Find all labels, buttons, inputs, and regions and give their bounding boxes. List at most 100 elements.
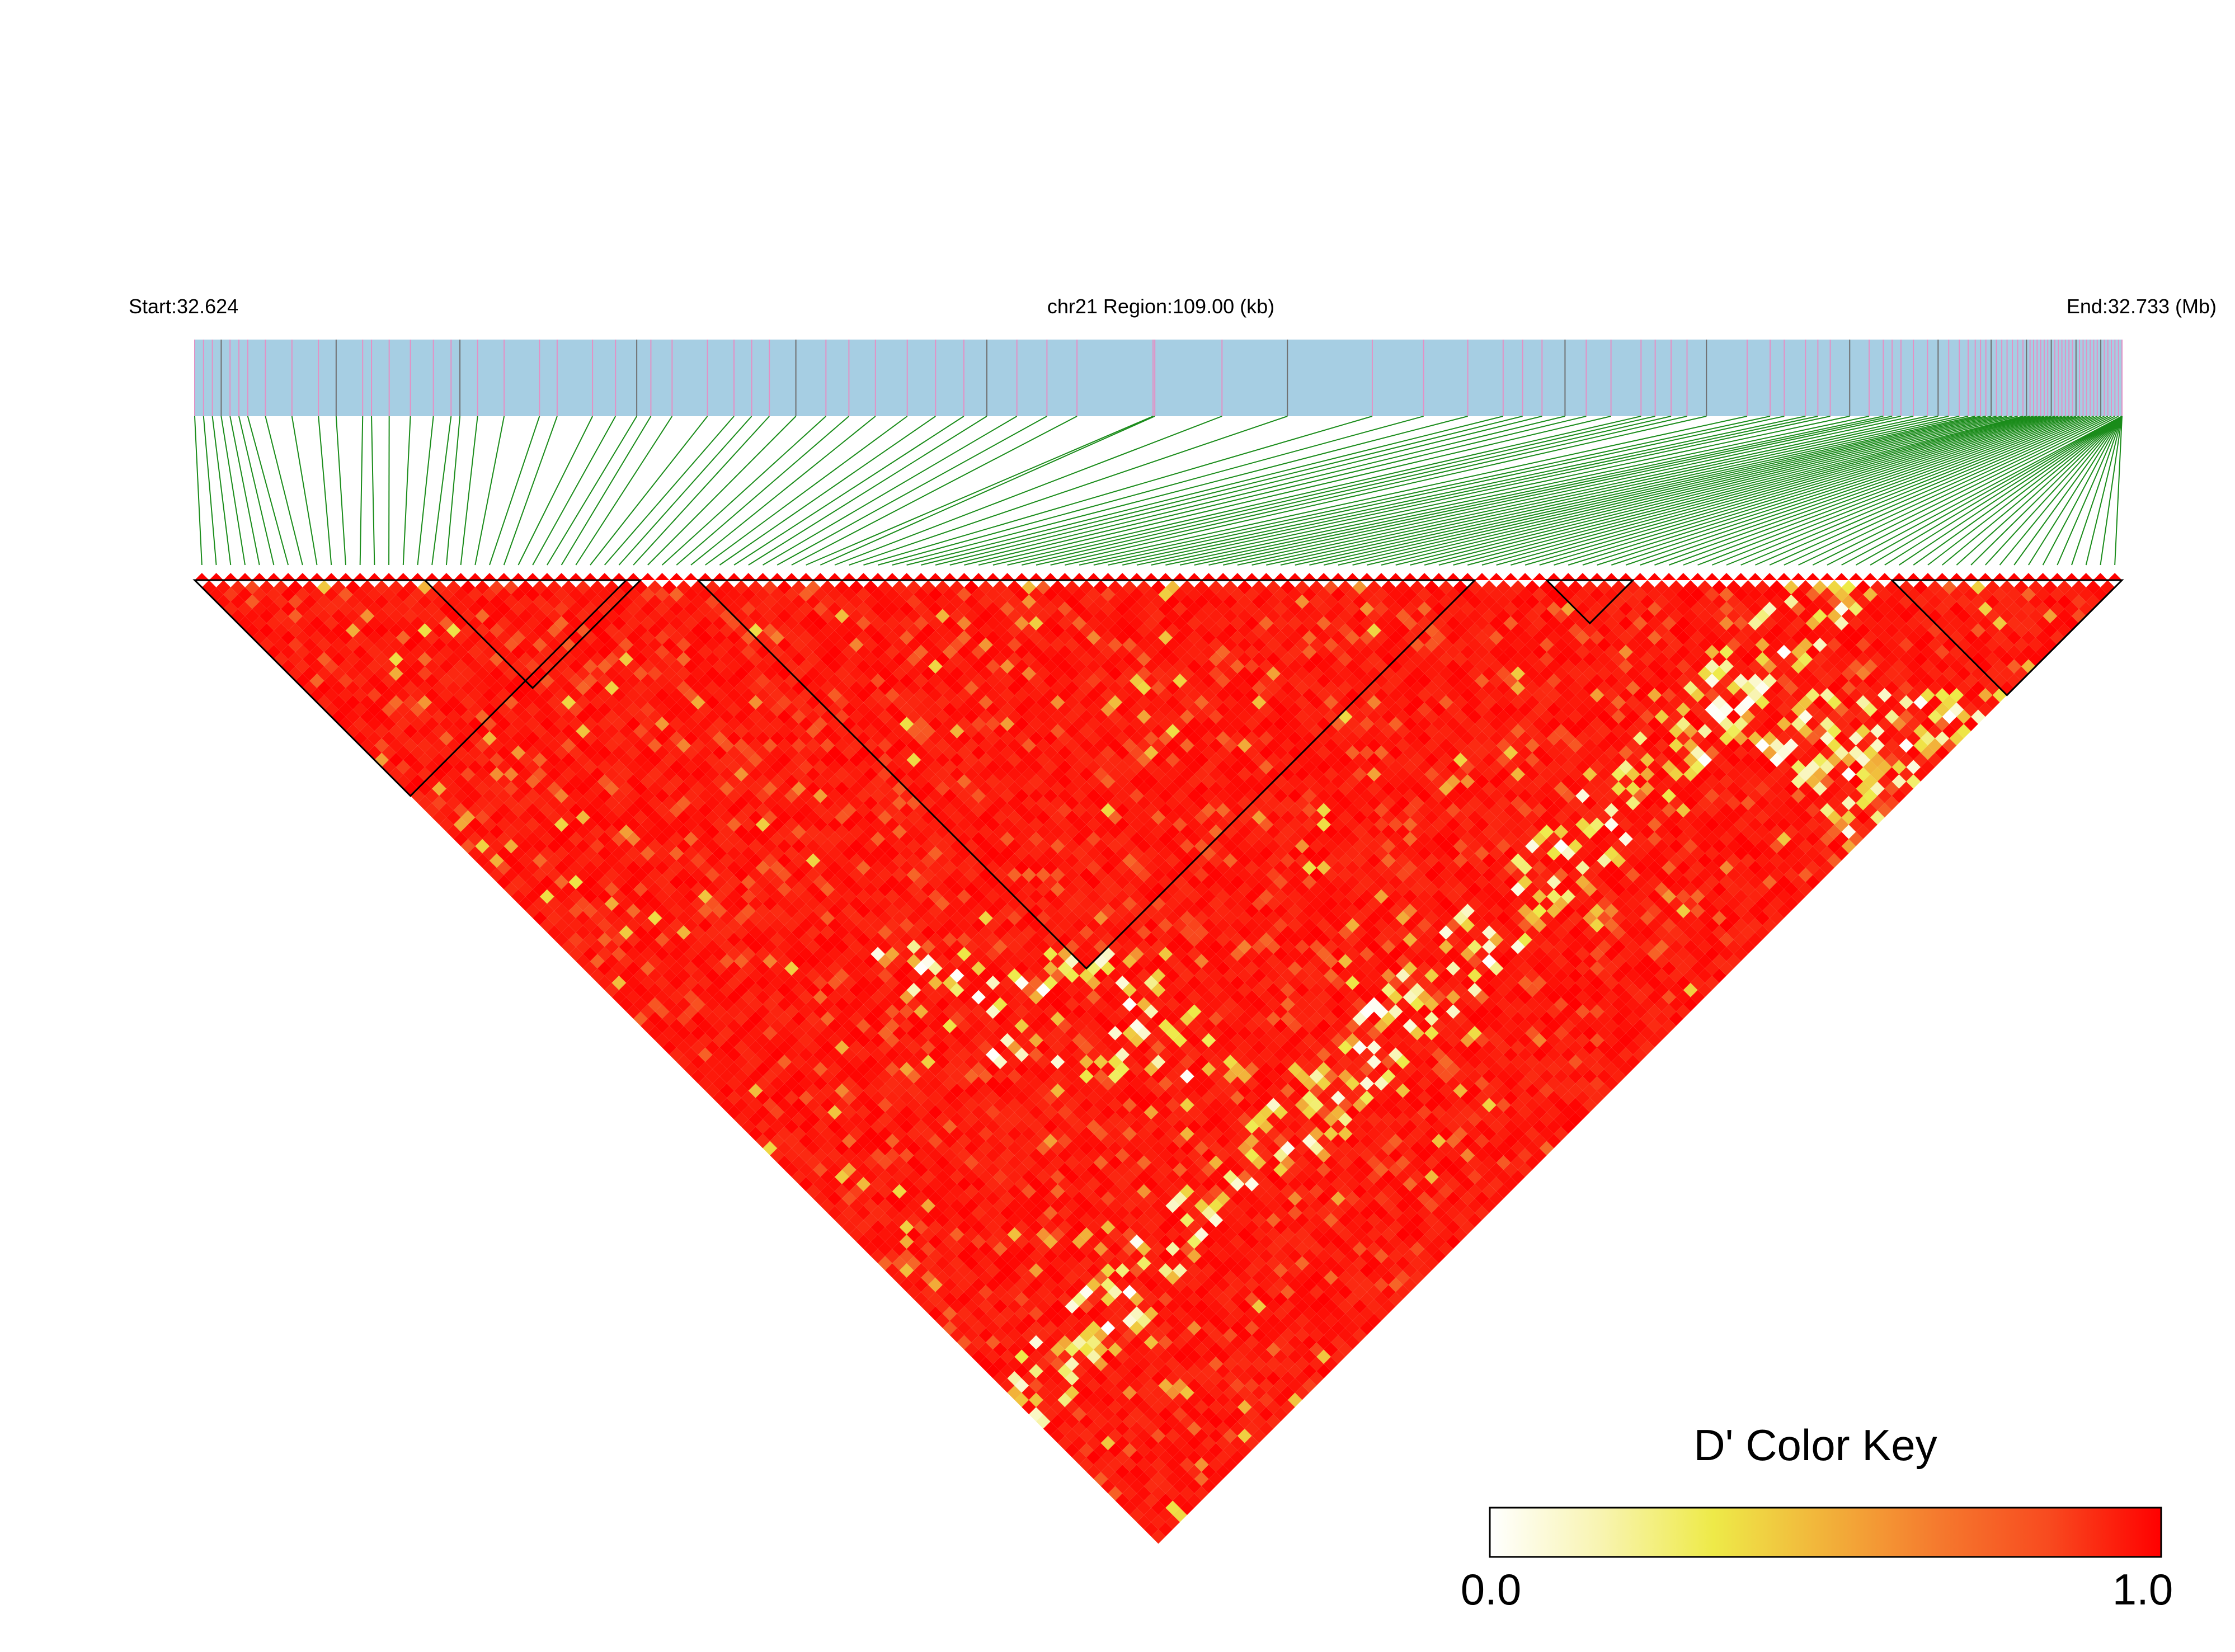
snp-connector <box>1496 416 2038 566</box>
ld-cell <box>755 1090 770 1105</box>
snp-connector <box>1640 416 2073 566</box>
ld-cell <box>533 825 547 839</box>
ld-cell <box>317 594 332 609</box>
ld-cell <box>878 1155 892 1170</box>
ld-cell <box>813 1133 828 1149</box>
ld-cell <box>533 882 547 897</box>
snp-connector <box>247 416 289 566</box>
snp-connector <box>705 416 908 566</box>
ld-cell <box>878 1198 892 1213</box>
ld-cell <box>288 609 303 624</box>
ld-cell <box>576 954 590 969</box>
snp-connector <box>834 416 1222 566</box>
snp-connector <box>1625 416 2069 566</box>
ld-cell <box>382 731 396 746</box>
ld-cell <box>238 587 252 602</box>
snp-connector <box>1266 416 1949 566</box>
snp-connector <box>1999 416 2123 566</box>
ld-cell <box>382 702 396 717</box>
snp-connector <box>1970 416 2123 566</box>
snp-connector <box>1927 416 2123 566</box>
snp-connector <box>1136 416 1831 566</box>
snp-connector <box>647 416 797 566</box>
snp-connector <box>1611 416 2066 566</box>
snp-connector <box>935 416 1542 566</box>
ld-cell <box>496 774 511 789</box>
ld-heatmap <box>192 573 2124 1544</box>
ld-cell <box>1115 1421 1130 1436</box>
ld-cell <box>439 788 454 803</box>
snp-connector <box>633 416 770 566</box>
ld-cell <box>813 1176 828 1192</box>
ld-cell <box>698 1076 713 1091</box>
snp-connector <box>1668 416 2080 566</box>
ld-cell <box>410 760 425 775</box>
snp-connector <box>748 416 987 566</box>
snp-connector <box>2057 416 2123 566</box>
ld-cell <box>1115 1479 1130 1494</box>
snp-connector <box>1798 416 2112 566</box>
ld-cell <box>352 674 368 688</box>
ld-cell <box>410 702 425 717</box>
snp-connector <box>1194 416 1893 566</box>
ld-cell <box>533 911 547 926</box>
snp-connector <box>1683 416 2083 566</box>
ld-cell <box>468 760 483 775</box>
ld-cell <box>878 1170 892 1184</box>
snp-connector <box>561 416 652 566</box>
snp-connector <box>1395 416 2007 566</box>
ld-cell <box>468 846 483 861</box>
snp-connector <box>1438 416 2024 566</box>
snp-connector <box>2114 416 2123 566</box>
snp-connector <box>1568 416 2055 566</box>
ld-cell <box>468 745 483 760</box>
snp-connector <box>220 416 246 566</box>
ld-cell <box>1115 1465 1130 1479</box>
ld-cell <box>698 1033 713 1048</box>
ld-cell <box>352 630 368 645</box>
ld-cell <box>382 688 396 703</box>
snp-connector <box>1755 416 2101 566</box>
snp-connector <box>978 416 1611 566</box>
ld-cell <box>317 637 332 652</box>
ld-cell <box>698 1062 713 1076</box>
snp-connector <box>1554 416 2052 566</box>
region-title-label: chr21 Region:109.00 (kb) <box>1047 295 1274 318</box>
ld-cell <box>698 1047 713 1062</box>
snp-connector <box>445 416 461 566</box>
ld-cell <box>533 810 547 825</box>
ld-cell <box>382 674 396 688</box>
ld-cell <box>1000 1364 1015 1378</box>
snp-connector <box>1769 416 2105 566</box>
ld-cell <box>533 896 547 911</box>
snp-connector <box>1007 416 1655 566</box>
ld-cell <box>266 601 281 616</box>
snp-connector <box>1827 416 2119 566</box>
snp-connector <box>318 416 332 566</box>
ld-cell <box>755 1119 770 1134</box>
ld-cell <box>1000 1378 1015 1393</box>
ld-cell <box>352 659 368 674</box>
snp-connector <box>1942 416 2123 566</box>
snp-connector <box>1036 416 1687 566</box>
ld-cell <box>935 1299 950 1314</box>
ld-cell <box>1000 1306 1015 1321</box>
snp-connector <box>1410 416 2013 566</box>
ld-cell <box>317 666 332 681</box>
ld-cell <box>633 925 648 940</box>
snp-connector <box>1711 416 2091 566</box>
snp-connector <box>806 416 1154 566</box>
ld-cell <box>755 1076 770 1091</box>
ld-cell <box>439 731 454 746</box>
ld-cell <box>410 688 425 703</box>
ld-cell <box>1057 1364 1072 1378</box>
ld-cell <box>252 616 267 630</box>
snp-connector <box>964 416 1587 566</box>
snp-connector <box>1280 416 1960 566</box>
snp-connector <box>1323 416 1981 566</box>
ld-cell <box>1057 1436 1072 1451</box>
ld-cell <box>317 652 332 667</box>
snp-connector <box>820 416 1155 566</box>
snp-connector <box>1208 416 1902 566</box>
ld-cell <box>576 882 590 897</box>
